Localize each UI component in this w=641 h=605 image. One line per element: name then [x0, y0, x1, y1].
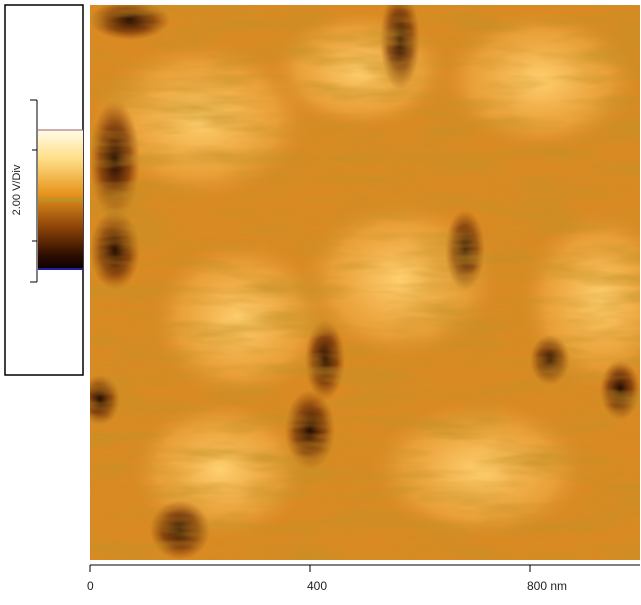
- afm-image: [80, 0, 641, 560]
- x-tick-label: 400: [307, 579, 327, 593]
- colorbar-label: 2.00 V/Div: [11, 164, 23, 215]
- x-tick-label: 0: [87, 579, 94, 593]
- afm-figure: 2.00 V/Div 0 400 800 nm: [0, 0, 641, 600]
- x-tick-label: 800 nm: [527, 579, 567, 593]
